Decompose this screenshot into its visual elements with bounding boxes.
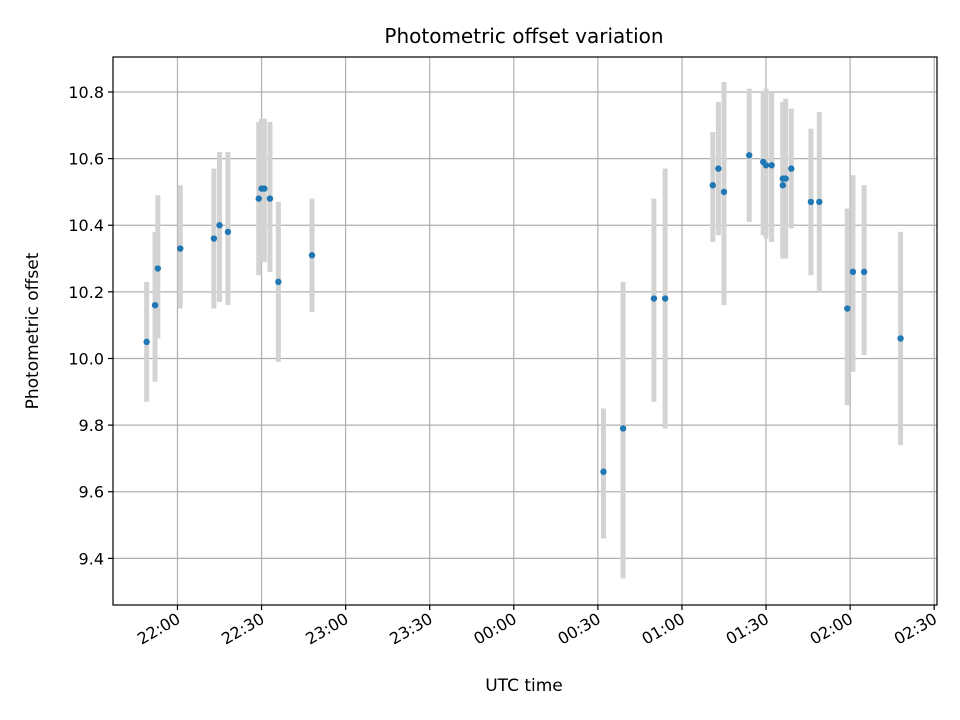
y-axis-ticks: 9.4 9.6 9.8 10.0 10.2 10.4 10.6 10.8 (68, 83, 113, 568)
data-point (849, 268, 857, 276)
data-point (177, 245, 184, 252)
y-tick-label: 10.8 (68, 83, 104, 102)
data-point (779, 182, 787, 189)
data-point (210, 235, 218, 242)
data-point (143, 338, 150, 346)
data-point (308, 252, 316, 259)
data-point (216, 222, 223, 229)
data-point (762, 162, 770, 169)
y-tick-label: 9.8 (79, 416, 104, 435)
data-point (860, 268, 868, 276)
data-point (224, 228, 232, 236)
data-point (715, 165, 722, 172)
data-point (788, 165, 795, 172)
data-point (600, 468, 607, 475)
y-tick-label: 9.6 (79, 483, 104, 502)
grid-lines (113, 57, 937, 605)
data-point (619, 425, 627, 432)
data-point (261, 185, 268, 192)
data-point (897, 335, 904, 342)
data-point (275, 278, 282, 286)
data-point (720, 188, 728, 196)
plot-frame (112, 56, 938, 606)
y-tick-label: 10.2 (68, 283, 104, 302)
data-point (782, 175, 789, 182)
y-tick-label: 10.4 (68, 216, 104, 235)
data-point (807, 198, 815, 206)
data-point (255, 195, 262, 202)
data-point (709, 182, 716, 189)
data-point (266, 195, 274, 202)
y-tick-label: 9.4 (79, 549, 104, 568)
data-point (816, 198, 823, 206)
y-axis-label: Photometric offset (23, 252, 43, 409)
data-points (143, 152, 904, 475)
x-axis-label: UTC time (485, 676, 563, 696)
data-point (844, 305, 851, 312)
data-point (768, 162, 775, 169)
y-tick-label: 10.6 (68, 150, 104, 169)
chart-title: Photometric offset variation (384, 24, 663, 48)
data-point (151, 301, 159, 309)
data-point (661, 295, 669, 302)
data-point (650, 295, 658, 302)
y-tick-label: 10.0 (68, 349, 104, 368)
data-point (154, 265, 162, 272)
data-point (746, 152, 753, 159)
